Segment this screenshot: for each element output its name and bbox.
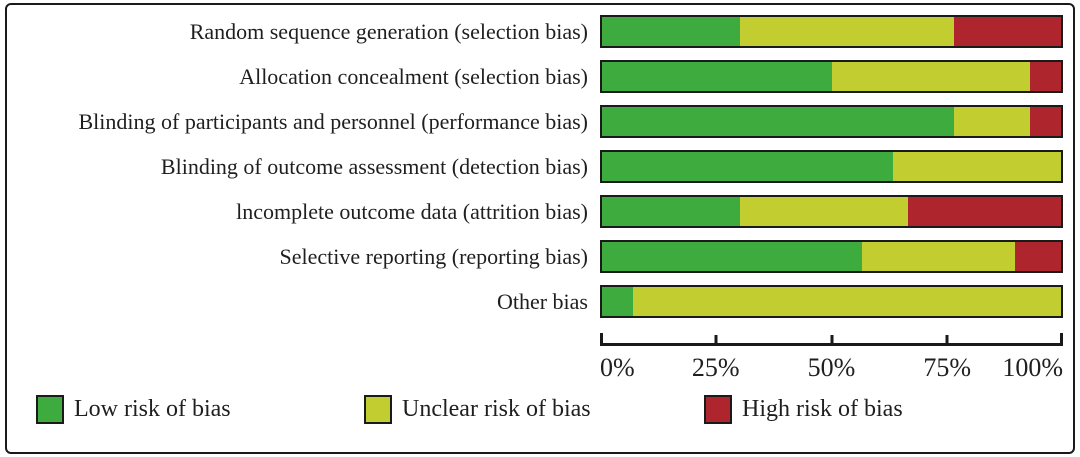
category-label: Blinding of participants and personnel (… [78, 108, 588, 134]
stacked-bar [600, 105, 1063, 138]
chart-row: lncomplete outcome data (attrition bias) [0, 189, 1063, 234]
axis-tick [1060, 333, 1063, 346]
legend-item-unclear: Unclear risk of bias [364, 393, 591, 425]
axis-tick [830, 335, 833, 346]
bar-segment-unclear [632, 287, 1061, 316]
bar-segment-unclear [739, 197, 909, 226]
category-label: Blinding of outcome assessment (detectio… [160, 153, 588, 179]
category-label: Selective reporting (reporting bias) [279, 243, 588, 269]
legend-swatch-low [36, 394, 64, 424]
chart-row: Blinding of participants and personnel (… [0, 99, 1063, 144]
chart-row: Allocation concealment (selection bias) [0, 54, 1063, 99]
legend-swatch-unclear [364, 394, 392, 424]
legend: Low risk of bias Unclear risk of bias High… [0, 393, 1080, 431]
bar-segment-unclear [739, 17, 955, 46]
bar-segment-unclear [953, 107, 1031, 136]
bar-segment-low [602, 242, 863, 271]
stacked-bar [600, 150, 1063, 183]
axis-tick [945, 335, 949, 346]
category-label: Allocation concealment (selection bias) [239, 63, 588, 89]
bar-segment-unclear [831, 62, 1031, 91]
axis-tick [600, 333, 603, 346]
category-label: Random sequence generation (selection bi… [189, 18, 588, 44]
category-label: lncomplete outcome data (attrition bias) [236, 198, 588, 224]
chart-row: Other bias [0, 279, 1063, 324]
chart-row: Selective reporting (reporting bias) [0, 234, 1063, 279]
bar-segment-high [908, 197, 1061, 226]
bar-segment-high [1030, 62, 1061, 91]
legend-swatch-high [704, 394, 732, 424]
bar-segment-low [602, 197, 740, 226]
axis-tick-label: 50% [807, 353, 856, 382]
category-label: Other bias [496, 288, 588, 314]
bar-segment-low [602, 152, 893, 181]
bar-segment-high [1015, 242, 1061, 271]
bar-segment-low [602, 107, 954, 136]
bar-segment-high [954, 17, 1061, 46]
stacked-bar [600, 195, 1063, 228]
bar-segment-unclear [892, 152, 1061, 181]
bar-segment-low [602, 62, 832, 91]
chart-row: Blinding of outcome assessment (detectio… [0, 144, 1063, 189]
stacked-bar [600, 285, 1063, 318]
axis-tick-label: 75% [923, 353, 972, 382]
x-axis: 0% 25% 50% 75% 100% [600, 333, 1063, 382]
legend-label: High risk of bias [742, 395, 903, 422]
axis-tick-label: 25% [691, 353, 740, 382]
risk-of-bias-chart: Random sequence generation (selection bi… [0, 9, 1063, 324]
legend-label: Unclear risk of bias [402, 395, 591, 422]
axis-tick [714, 335, 718, 346]
legend-item-high: High risk of bias [704, 393, 903, 425]
stacked-bar [600, 15, 1063, 48]
chart-row: Random sequence generation (selection bi… [0, 9, 1063, 54]
axis-tick-label: 0% [600, 353, 635, 382]
bar-segment-unclear [862, 242, 1016, 271]
stacked-bar [600, 240, 1063, 273]
bar-segment-low [602, 287, 633, 316]
legend-item-low: Low risk of bias [36, 393, 231, 425]
bar-segment-high [1030, 107, 1061, 136]
axis-tick-label: 100% [1002, 353, 1063, 382]
stacked-bar [600, 60, 1063, 93]
bar-segment-low [602, 17, 740, 46]
legend-label: Low risk of bias [74, 395, 231, 422]
